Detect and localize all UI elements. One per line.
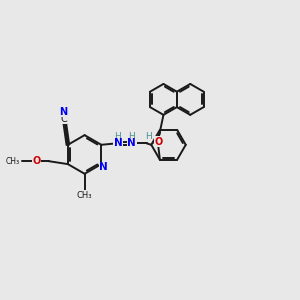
Text: H: H — [128, 132, 135, 141]
Text: N: N — [99, 162, 108, 172]
Text: N: N — [59, 106, 68, 116]
Text: N: N — [127, 138, 136, 148]
Text: H: H — [145, 132, 152, 141]
Text: CH₃: CH₃ — [77, 191, 92, 200]
Text: CH₃: CH₃ — [6, 157, 20, 166]
Text: C: C — [60, 114, 67, 124]
Text: H: H — [115, 132, 122, 141]
Text: O: O — [32, 156, 41, 166]
Text: O: O — [154, 137, 163, 147]
Text: N: N — [114, 138, 122, 148]
